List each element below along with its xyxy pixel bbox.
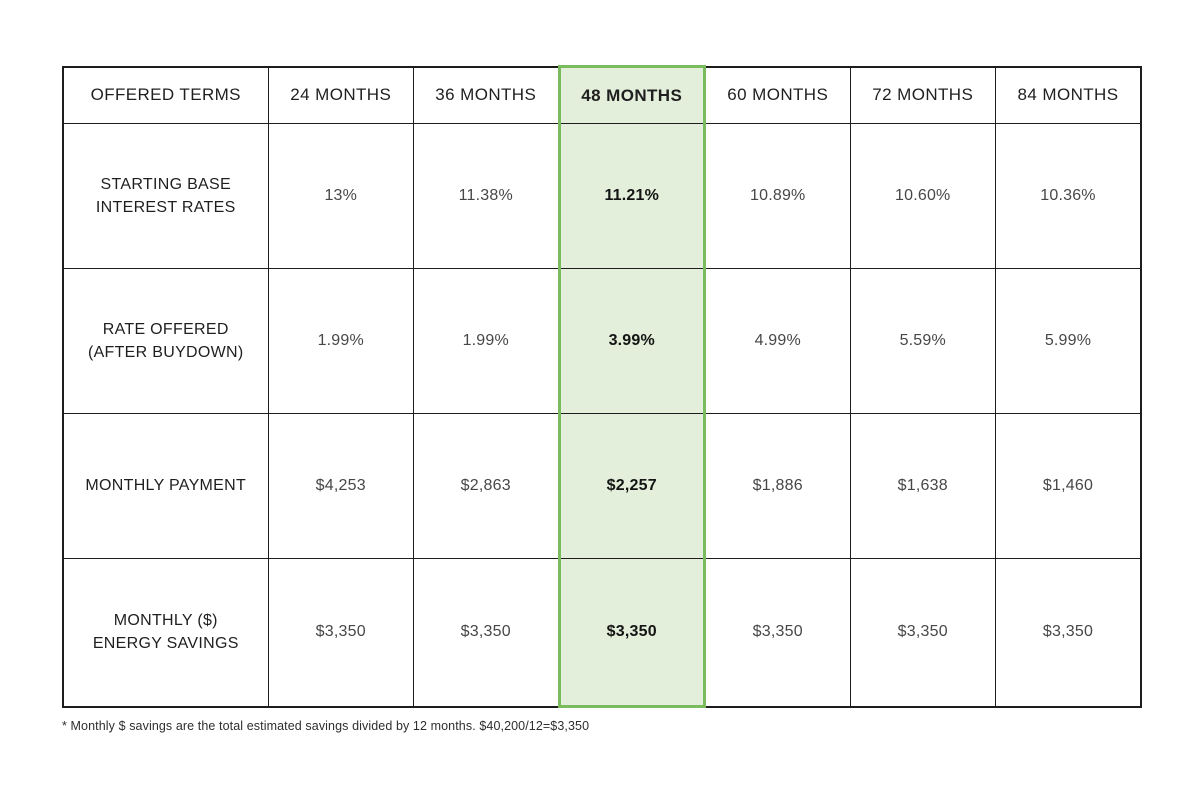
value-cell: $1,886 (704, 413, 851, 559)
header-84-months: 84 MONTHS (995, 66, 1142, 124)
header-row: OFFERED TERMS 24 MONTHS 36 MONTHS 48 MON… (62, 65, 1142, 124)
value-cell: $1,638 (849, 413, 996, 559)
value-cell: 5.99% (995, 268, 1142, 414)
value-cell: $3,350 (413, 558, 560, 707)
value-cell: 11.38% (413, 123, 560, 269)
header-60-months: 60 MONTHS (704, 66, 851, 124)
value-cell: $3,350 (704, 558, 851, 707)
row-label: MONTHLY PAYMENT (62, 413, 269, 559)
value-cell-highlighted: $2,257 (557, 413, 706, 559)
value-cell: $2,863 (413, 413, 560, 559)
header-24-months: 24 MONTHS (267, 66, 414, 124)
value-cell-highlighted: $3,350 (557, 558, 706, 708)
row-label: STARTING BASE INTEREST RATES (62, 123, 269, 269)
header-48-months-highlighted: 48 MONTHS (557, 65, 706, 124)
table-row-monthly-energy-savings: MONTHLY ($) ENERGY SAVINGS $3,350 $3,350… (62, 558, 1142, 708)
savings-footnote: * Monthly $ savings are the total estima… (62, 719, 590, 733)
header-72-months: 72 MONTHS (849, 66, 996, 124)
financing-terms-table: OFFERED TERMS 24 MONTHS 36 MONTHS 48 MON… (62, 65, 1142, 708)
value-cell: $3,350 (267, 558, 414, 707)
value-cell-highlighted: 3.99% (557, 268, 706, 414)
value-cell: 10.89% (704, 123, 851, 269)
value-cell-highlighted: 11.21% (557, 123, 706, 269)
table-row-rate-offered: RATE OFFERED (AFTER BUYDOWN) 1.99% 1.99%… (62, 268, 1142, 414)
value-cell: $3,350 (995, 558, 1142, 707)
header-36-months: 36 MONTHS (413, 66, 560, 124)
value-cell: $4,253 (267, 413, 414, 559)
value-cell: 4.99% (704, 268, 851, 414)
value-cell: 10.60% (849, 123, 996, 269)
value-cell: 1.99% (413, 268, 560, 414)
value-cell: 5.59% (849, 268, 996, 414)
value-cell: 13% (267, 123, 414, 269)
value-cell: $1,460 (995, 413, 1142, 559)
header-offered-terms: OFFERED TERMS (62, 66, 269, 124)
value-cell: $3,350 (849, 558, 996, 707)
row-label: MONTHLY ($) ENERGY SAVINGS (62, 558, 269, 707)
table-row-monthly-payment: MONTHLY PAYMENT $4,253 $2,863 $2,257 $1,… (62, 413, 1142, 559)
table-row-starting-base-interest-rates: STARTING BASE INTEREST RATES 13% 11.38% … (62, 123, 1142, 269)
row-label: RATE OFFERED (AFTER BUYDOWN) (62, 268, 269, 414)
value-cell: 10.36% (995, 123, 1142, 269)
value-cell: 1.99% (267, 268, 414, 414)
